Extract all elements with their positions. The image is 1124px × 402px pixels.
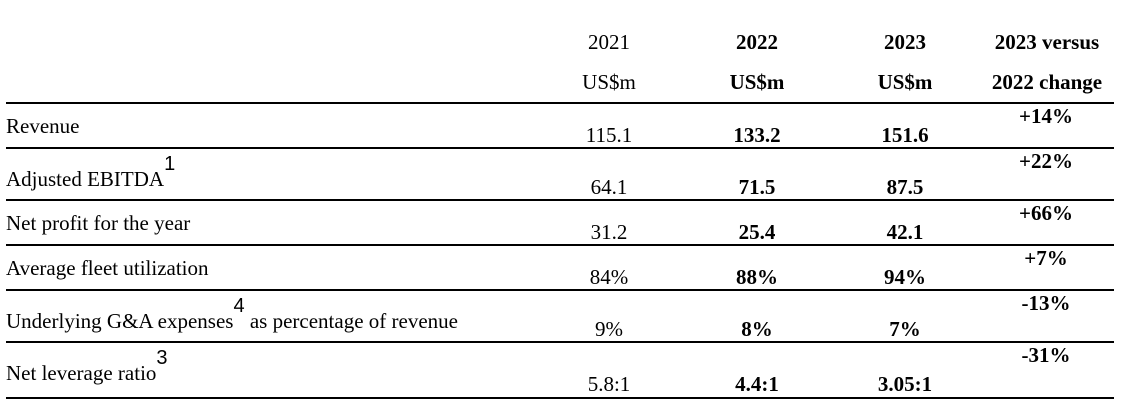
- footnote-marker: 3: [156, 347, 168, 369]
- table-row: Net profit for the year 31.2 25.4 42.1 +…: [6, 199, 1114, 246]
- header-2023-year: 2023: [884, 30, 926, 54]
- value-2022: 8%: [741, 317, 773, 341]
- header-2021-unit: US$m: [582, 70, 636, 94]
- row-label-text: Adjusted EBITDA: [6, 167, 165, 191]
- value-2021: 31.2: [590, 220, 628, 244]
- row-label-suffix: as percentage of revenue: [244, 309, 458, 333]
- footnote-marker: 1: [164, 153, 176, 175]
- header-change-line1: 2023 versus: [994, 30, 1100, 54]
- header-2023-unit: US$m: [877, 70, 933, 94]
- value-change: +7%: [1024, 246, 1068, 270]
- header-2021-year: 2021: [588, 30, 630, 54]
- value-2022: 25.4: [738, 220, 776, 244]
- table-row: Underlying G&A expenses4 as percentage o…: [6, 289, 1114, 343]
- row-label: Net profit for the year: [6, 211, 191, 235]
- row-label: Net leverage ratio3: [6, 348, 168, 385]
- value-change: -13%: [1021, 291, 1071, 315]
- header-change-line2: 2022 change: [991, 70, 1103, 94]
- value-change: +66%: [1019, 201, 1073, 225]
- header-2022-unit: US$m: [729, 70, 785, 94]
- value-2021: 84%: [589, 265, 629, 289]
- value-2023: 94%: [884, 265, 926, 289]
- value-2022: 71.5: [738, 175, 776, 199]
- value-2023: 151.6: [881, 123, 929, 147]
- value-2022: 133.2: [733, 123, 781, 147]
- row-label: Average fleet utilization: [6, 256, 209, 280]
- footnote-marker: 4: [233, 295, 245, 317]
- value-2023: 87.5: [886, 175, 924, 199]
- row-label-text: Underlying G&A expenses: [6, 309, 234, 333]
- table-row: Average fleet utilization 84% 88% 94% +7…: [6, 244, 1114, 291]
- value-2022: 88%: [736, 265, 778, 289]
- table-row: Net leverage ratio3 5.8:1 4.4:1 3.05:1 -…: [6, 341, 1114, 399]
- value-2023: 42.1: [886, 220, 924, 244]
- value-change: +14%: [1019, 104, 1073, 128]
- value-2022: 4.4:1: [735, 372, 779, 396]
- value-change: +22%: [1019, 149, 1073, 173]
- value-2023: 3.05:1: [877, 372, 933, 396]
- value-2021: 64.1: [590, 175, 628, 199]
- row-label-text: Net leverage ratio: [6, 361, 157, 385]
- value-change: -31%: [1021, 343, 1071, 367]
- value-2023: 7%: [889, 317, 921, 341]
- table-row: Adjusted EBITDA1 64.1 71.5 87.5 +22%: [6, 147, 1114, 201]
- row-label: Revenue: [6, 114, 80, 138]
- value-2021: 9%: [595, 317, 623, 341]
- table-row: Revenue 115.1 133.2 151.6 +14%: [6, 102, 1114, 149]
- header-2022-year: 2022: [736, 30, 778, 54]
- row-label: Adjusted EBITDA1: [6, 154, 175, 191]
- value-2021: 5.8:1: [587, 372, 631, 396]
- row-label: Underlying G&A expenses4 as percentage o…: [6, 296, 458, 333]
- value-2021: 115.1: [585, 123, 633, 147]
